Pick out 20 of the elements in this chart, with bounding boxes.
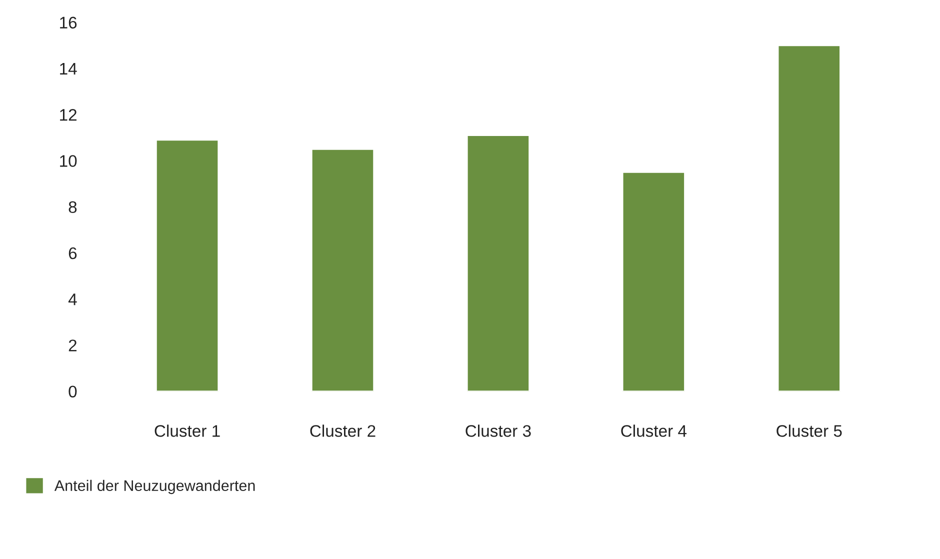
y-tick-label: 12 (60, 108, 76, 121)
legend-label: Anteil der Neuzugewanderten (54, 480, 255, 494)
y-tick-label: 2 (68, 340, 76, 352)
bar (155, 139, 220, 392)
x-tick-label: Cluster 5 (776, 424, 842, 437)
y-tick-label: 14 (60, 63, 77, 75)
bar (310, 148, 375, 392)
x-tick-label: Cluster 1 (154, 424, 220, 437)
bar (777, 44, 841, 392)
x-tick-label: Cluster 4 (621, 424, 687, 437)
y-tick-label: 8 (68, 201, 77, 214)
y-tick-label: 4 (68, 294, 77, 306)
bar (622, 172, 686, 392)
x-tick-label: Cluster 3 (466, 424, 531, 437)
y-tick-label: 0 (68, 386, 77, 398)
x-tick-label: Cluster 2 (310, 424, 376, 437)
y-tick-label: 6 (68, 247, 77, 260)
y-tick-label: 10 (60, 155, 77, 167)
bar (466, 134, 530, 392)
y-tick-label: 16 (60, 16, 77, 29)
